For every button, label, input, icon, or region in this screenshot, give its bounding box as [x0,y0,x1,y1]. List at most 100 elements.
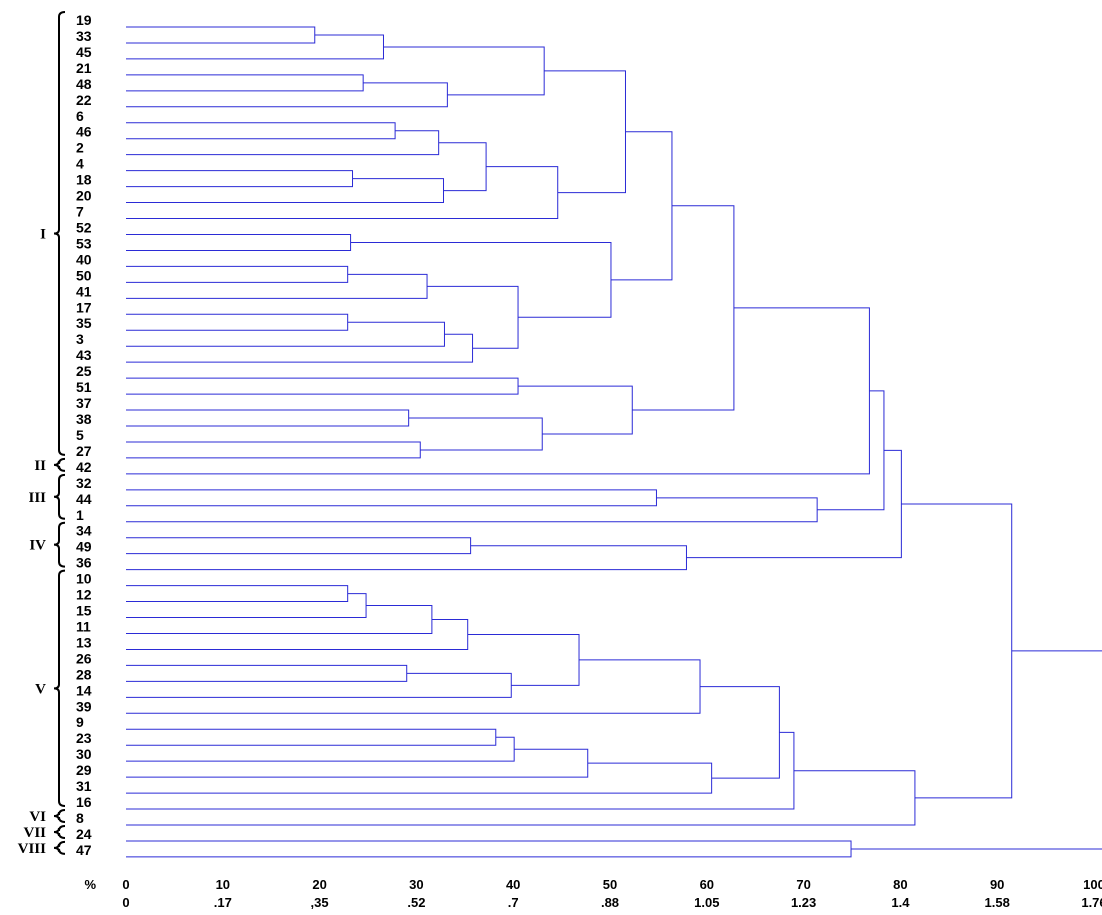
merge-link [126,664,408,682]
leaf-label: 7 [76,204,84,220]
leaf-label: 24 [76,826,92,842]
group-label: III [28,490,46,506]
percent-tick-label: 80 [893,877,907,892]
percent-tick-label: 40 [506,877,520,892]
leaf-label: 14 [76,682,92,698]
leaf-label: 31 [76,778,92,794]
merge-link [126,605,433,634]
leaf-label: 51 [76,379,92,395]
leaf-label: 32 [76,475,92,491]
merge-link [126,82,448,108]
leaf-label: 19 [76,12,92,28]
axis-unit-label: % [84,877,96,892]
merge-link [126,321,445,347]
distance-tick-label: 1.4 [891,895,910,910]
leaf-label: 18 [76,172,92,188]
leaf-label: 25 [76,363,92,379]
group-bracket [53,824,66,839]
leaf-label: 50 [76,267,92,283]
merge-link [126,265,349,283]
merge-link [126,34,384,60]
distance-tick-label: .88 [601,895,619,910]
merge-link [126,489,657,507]
percent-tick-label: 20 [312,877,326,892]
leaf-label: 17 [76,299,92,315]
x-axis: % 0 10 20 30 40 50 60 70 80 90 100 0 .17 ,35 .52 .7 .88 1.… [84,877,1102,910]
merge-link [632,205,735,411]
merge-link [126,233,352,251]
leaf-label: 27 [76,443,92,459]
merge-link [438,142,487,192]
merge-link [126,166,559,220]
merge-link [126,593,367,619]
merge-link [126,497,818,523]
merge-link [126,333,474,363]
distance-tick-label: 1.05 [694,895,719,910]
distance-tick-label: 1.76 [1081,895,1102,910]
leaf-label: 5 [76,427,84,443]
merge-link [467,633,580,686]
leaf-label: 34 [76,523,92,539]
merge-link [126,409,410,427]
leaf-label: 40 [76,251,92,267]
leaf-label: 26 [76,650,92,666]
leaf-label: 8 [76,810,84,826]
merge-link [851,650,1102,850]
merge-link [126,537,472,555]
leaf-label: 47 [76,842,92,858]
group-label: IV [29,538,46,554]
group-label: VI [29,809,46,825]
merge-link [126,170,354,188]
leaf-label: 43 [76,347,92,363]
leaf-label: 36 [76,555,92,571]
leaf-label: 13 [76,634,92,650]
merge-link [383,46,545,96]
leaf-label: 6 [76,108,84,124]
leaf-label: 45 [76,44,92,60]
dendrogram-links [126,26,1102,858]
merge-link [126,762,713,794]
percent-tick-label: 90 [990,877,1004,892]
merge-link [126,178,445,204]
merge-link [126,736,515,762]
group-bracket [53,569,66,808]
percent-tick-label: 60 [700,877,714,892]
leaf-label: 39 [76,698,92,714]
merge-link [126,441,421,459]
merge-link [518,385,633,435]
leaf-label: 33 [76,28,92,44]
group-label: II [34,458,46,474]
merge-link [126,377,519,395]
leaf-label: 11 [76,618,91,634]
merge-link [126,672,512,698]
leaf-label: 37 [76,395,92,411]
merge-link [126,130,440,156]
percent-tick-label: 0 [122,877,129,892]
merge-link [350,241,612,318]
leaf-label: 4 [76,156,84,172]
leaf-label: 3 [76,331,84,347]
merge-link [126,659,701,714]
leaf-label: 30 [76,746,92,762]
merge-link [126,748,589,778]
group-label: VII [23,825,46,841]
merge-link [126,74,364,92]
leaf-label: 53 [76,235,92,251]
group-label: I [40,226,46,242]
group-bracket [53,809,66,823]
percent-tick-label: 70 [796,877,810,892]
distance-tick-label: 0 [122,895,129,910]
merge-link [126,307,870,475]
leaf-label: 1 [76,507,84,523]
percent-tick-label: 100 [1083,877,1102,892]
leaf-label: 44 [76,491,92,507]
leaf-label: 9 [76,714,84,730]
leaf-label: 46 [76,124,92,140]
merge-link [126,619,469,650]
distance-tick-label: 1.23 [791,895,816,910]
group-label: VIII [18,841,47,857]
leaf-label: 15 [76,603,92,619]
leaf-label: 16 [76,794,92,810]
